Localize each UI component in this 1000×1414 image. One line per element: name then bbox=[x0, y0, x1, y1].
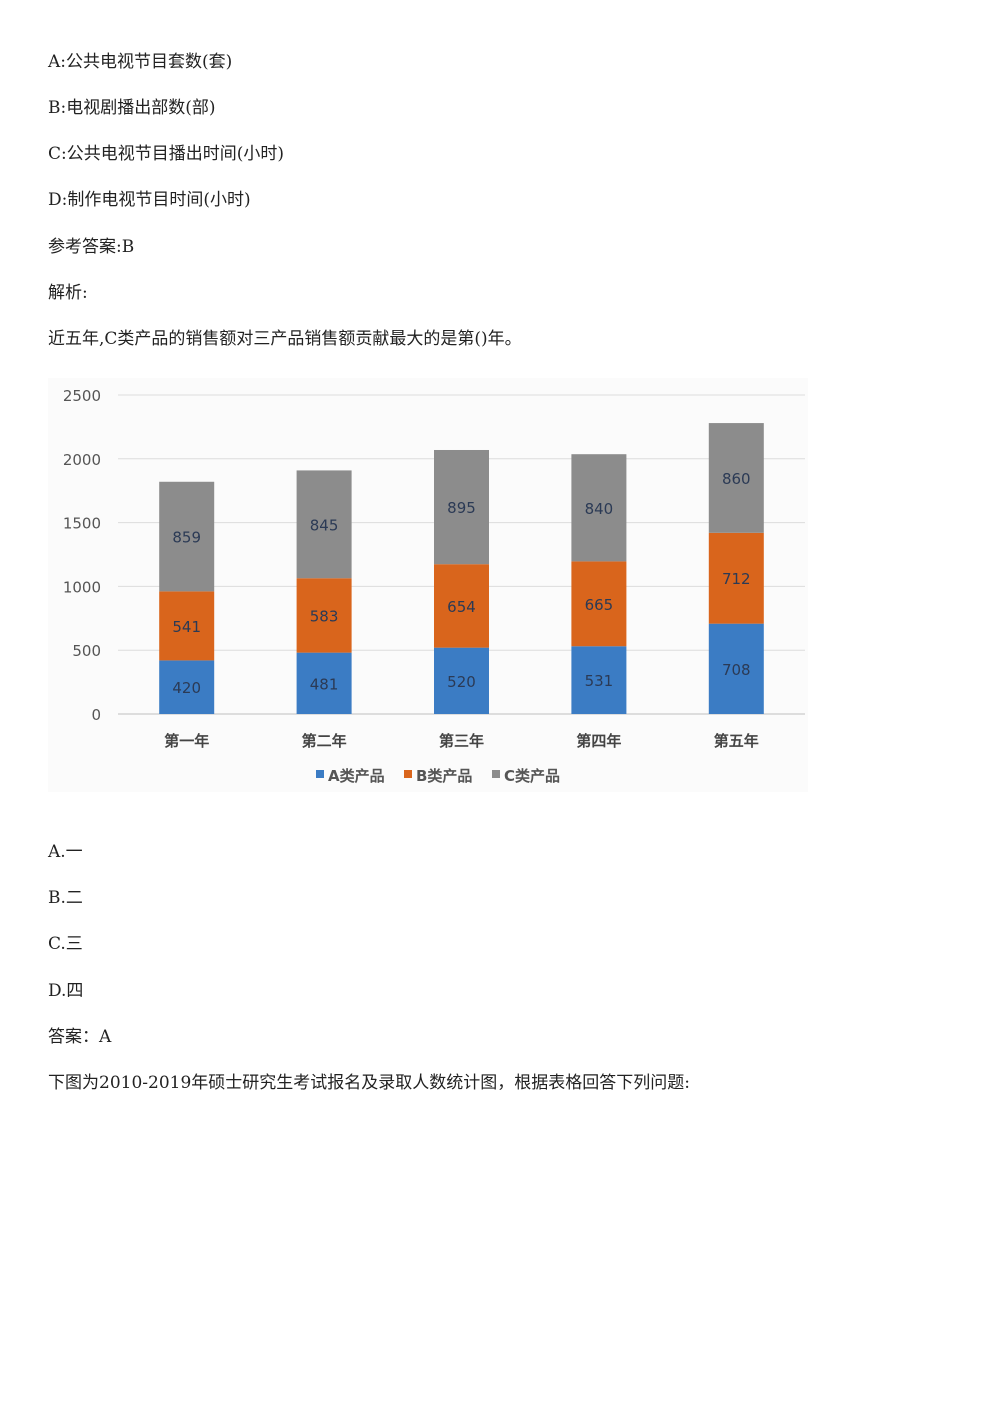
bar-segment bbox=[571, 646, 627, 714]
option-c-line: C:公共电视节目播出时间(小时) bbox=[48, 144, 284, 164]
next-question-text: 下图为2010-2019年硕士研究生考试报名及录取人数统计图，根据表格回答下列问… bbox=[48, 1073, 690, 1093]
data-label: 840 bbox=[585, 500, 614, 518]
x-tick-label: 第二年 bbox=[302, 732, 347, 750]
choice-c: C.三 bbox=[48, 934, 83, 954]
x-tick-label: 第五年 bbox=[714, 732, 759, 750]
bar-segment bbox=[159, 591, 215, 661]
data-label: 541 bbox=[172, 618, 201, 636]
bar-segment bbox=[296, 470, 352, 579]
data-label: 845 bbox=[310, 516, 339, 534]
analysis-label: 解析: bbox=[48, 283, 88, 303]
reference-answer: 参考答案:B bbox=[48, 237, 135, 257]
choice-b: B.二 bbox=[48, 888, 83, 908]
bar-segment bbox=[434, 647, 489, 714]
x-tick-label: 第三年 bbox=[439, 732, 484, 750]
option-a-line: A:公共电视节目套数(套) bbox=[48, 52, 233, 72]
bar-segment bbox=[571, 454, 627, 562]
bar-segment bbox=[159, 660, 215, 714]
option-b-line: B:电视剧播出部数(部) bbox=[48, 98, 216, 118]
bar-segment bbox=[434, 449, 489, 565]
choice-a: A.一 bbox=[48, 842, 83, 862]
x-tick-label: 第一年 bbox=[164, 732, 209, 750]
y-tick-label: 0 bbox=[91, 706, 101, 724]
data-label: 712 bbox=[722, 570, 751, 588]
bar-segment bbox=[296, 578, 352, 653]
bar-segment bbox=[296, 652, 352, 714]
y-tick-label: 2000 bbox=[63, 451, 101, 469]
choice-d: D.四 bbox=[48, 981, 84, 1001]
stacked-bar-chart: 0 500 1000 1500 2000 2500 420 541 859 第一年 481 583 84… bbox=[48, 378, 808, 792]
bar-segment bbox=[434, 564, 489, 648]
data-label: 708 bbox=[722, 661, 751, 679]
y-tick-label: 1500 bbox=[63, 515, 101, 533]
bar-segment bbox=[571, 561, 627, 647]
bar-segment bbox=[708, 532, 764, 624]
data-label: 860 bbox=[722, 470, 751, 488]
legend-swatch bbox=[316, 770, 324, 778]
answer-line: 答案：A bbox=[48, 1027, 112, 1047]
legend-swatch bbox=[404, 770, 412, 778]
data-label: 859 bbox=[172, 529, 201, 547]
bar-segment bbox=[708, 423, 764, 533]
data-label: 583 bbox=[310, 607, 339, 625]
option-d-line: D:制作电视节目时间(小时) bbox=[48, 190, 251, 210]
data-label: 895 bbox=[447, 499, 476, 517]
data-label: 531 bbox=[585, 672, 614, 690]
data-label: 481 bbox=[310, 675, 339, 693]
legend-swatch bbox=[492, 770, 500, 778]
y-tick-label: 500 bbox=[72, 642, 101, 660]
data-label: 520 bbox=[447, 673, 476, 691]
bar-segment bbox=[708, 623, 764, 714]
data-label: 654 bbox=[447, 598, 476, 616]
data-label: 665 bbox=[585, 596, 614, 614]
bar-segment bbox=[159, 481, 215, 592]
question-text: 近五年,C类产品的销售额对三产品销售额贡献最大的是第()年。 bbox=[48, 329, 522, 349]
x-tick-label: 第四年 bbox=[576, 732, 621, 750]
legend-label: C类产品 bbox=[504, 767, 560, 785]
y-tick-label: 2500 bbox=[63, 387, 101, 405]
legend-label: B类产品 bbox=[416, 767, 472, 785]
data-label: 420 bbox=[172, 679, 201, 697]
chart-svg: 0 500 1000 1500 2000 2500 420 541 859 第一年 481 583 84… bbox=[63, 387, 805, 785]
y-tick-label: 1000 bbox=[63, 578, 101, 596]
legend-label: A类产品 bbox=[328, 767, 385, 785]
